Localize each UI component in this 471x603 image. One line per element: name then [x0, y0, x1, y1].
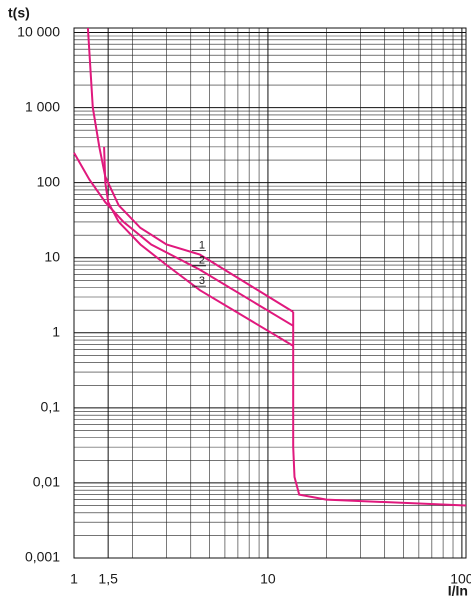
x-tick-label: 100 [450, 571, 471, 587]
y-tick-label: 10 [44, 248, 60, 264]
curve [73, 152, 294, 327]
y-tick-label: 10 000 [17, 23, 60, 39]
x-axis-title: I/In [448, 583, 468, 599]
y-tick-label: 0,1 [41, 399, 61, 415]
curve-label: 2 [199, 255, 205, 267]
y-axis-title: t(s) [8, 5, 30, 21]
y-tick-label: 1 [52, 324, 60, 340]
curve-label: 3 [199, 275, 205, 287]
curve-label: 1 [199, 240, 205, 252]
y-tick-label: 1 000 [25, 98, 60, 114]
x-tick-label: 10 [260, 571, 276, 587]
x-tick-label: 1 [70, 571, 78, 587]
plot-frame [73, 27, 467, 559]
curve [86, 27, 294, 313]
y-tick-label: 100 [37, 173, 61, 189]
curve [292, 311, 467, 507]
x-tick-label: 1,5 [98, 571, 118, 587]
y-tick-label: 0,01 [33, 474, 60, 490]
y-tick-label: 0,001 [25, 549, 60, 565]
